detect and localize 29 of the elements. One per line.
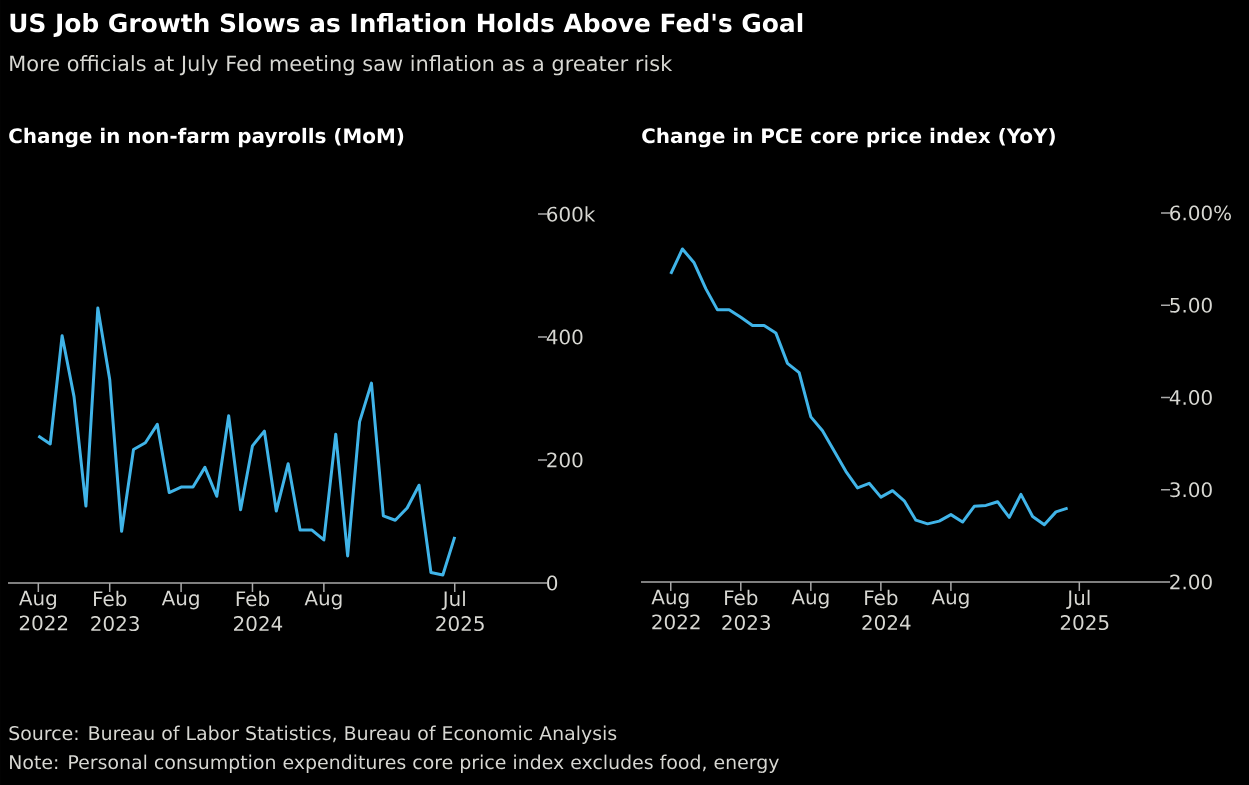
x-tick-label: Feb 2023 xyxy=(91,590,139,632)
text: Note: Personal consumption expenditures core price index excludes food, energy xyxy=(10,754,779,773)
x-tick-label: Aug xyxy=(931,589,969,609)
y-tick-label: 0 xyxy=(547,575,558,591)
y-tick-label: 3.00 xyxy=(1170,482,1212,498)
x-tick-label: Feb 2023 xyxy=(722,589,770,631)
x-tick-label: Aug xyxy=(791,589,829,609)
line-series xyxy=(669,247,1070,527)
text: US Job Growth Slows as Inflation Holds Above Fed's Goal xyxy=(10,13,803,37)
y-tick-label: 200 xyxy=(547,452,583,468)
x-tick-label: Feb 2024 xyxy=(234,590,283,632)
x-tick-label: Jul 2025 xyxy=(436,590,484,632)
y-tick-label: 600k xyxy=(547,206,596,222)
x-tick-label: Aug 2022 xyxy=(19,590,68,631)
x-tick-label: Feb 2024 xyxy=(862,589,911,631)
text: More officials at July Fed meeting saw inflation as a greater risk xyxy=(10,55,673,76)
x-tick-label: Jul 2025 xyxy=(1060,589,1109,631)
y-tick-label: 5.00 xyxy=(1170,297,1212,313)
source-note: Source: Bureau of Labor Statistics, Bureau of Economic Analysis xyxy=(9,725,617,744)
x-tick-label: Aug xyxy=(304,590,342,610)
y-tick-label: 400 xyxy=(546,329,583,345)
y-tick-label: 2.00 xyxy=(1170,574,1212,590)
x-tick-label: Aug 2022 xyxy=(651,589,700,630)
chart-title: Change in non-farm payrolls (MoM) xyxy=(9,127,404,148)
line-series xyxy=(36,306,457,577)
x-tick-label: Aug xyxy=(161,590,199,610)
y-tick-label: 6.00% xyxy=(1170,205,1231,221)
y-tick-label: 4.00 xyxy=(1169,389,1212,406)
chart-title: Change in PCE core price index (YoY) xyxy=(642,127,1055,148)
